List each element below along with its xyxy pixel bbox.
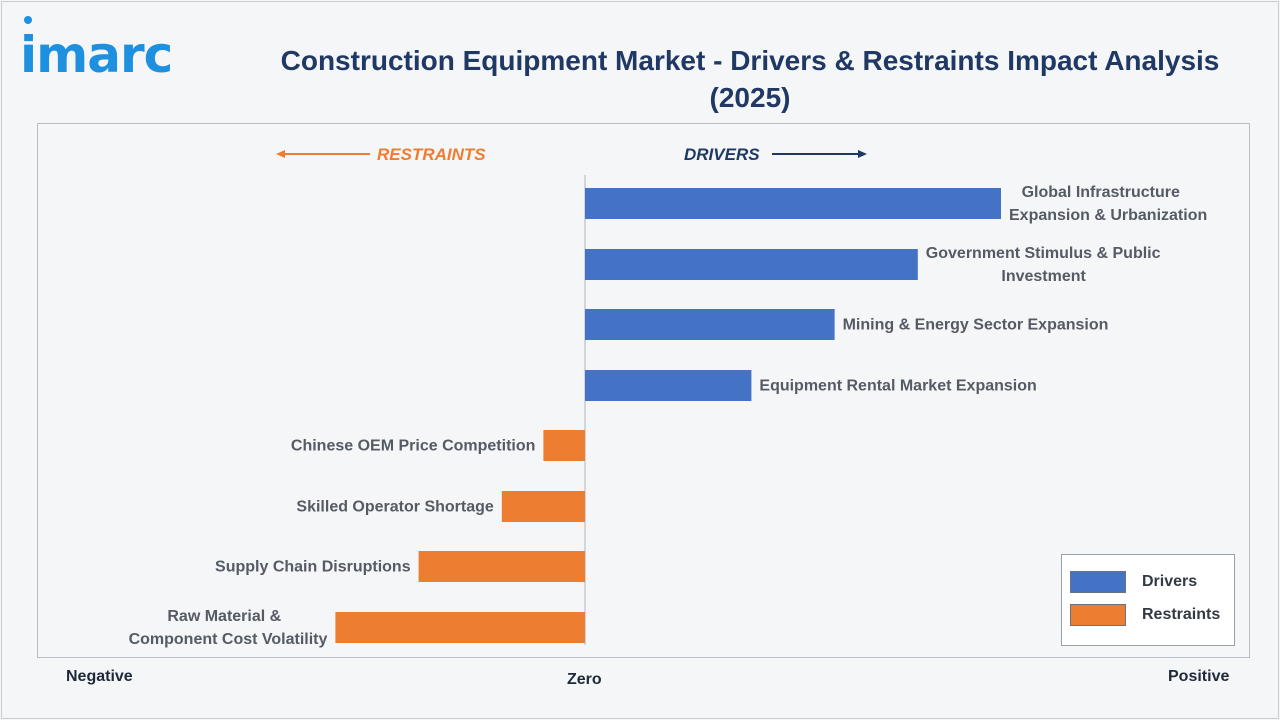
driver-bar-4	[585, 370, 752, 401]
drivers-direction-label: DRIVERS	[684, 145, 760, 164]
driver-label-3: Mining & Energy Sector Expansion	[843, 317, 1109, 334]
driver-label-1: Global Infrastructure Expansion & Urbaniz…	[1009, 184, 1207, 224]
legend-swatch-restraints	[1070, 604, 1126, 626]
restraint-label-3: Supply Chain Disruptions	[215, 559, 411, 576]
restraint-bar-3	[418, 551, 585, 582]
driver-label-4: Equipment Rental Market Expansion	[759, 378, 1036, 395]
driver-label-2: Government Stimulus & Public Investment	[926, 245, 1161, 285]
negative-axis-label: Negative	[66, 668, 133, 685]
legend-item-restraints: Restraints	[1070, 603, 1220, 627]
legend-item-drivers: Drivers	[1070, 570, 1197, 594]
driver-bar-3	[585, 309, 835, 340]
restraint-label-4: Raw Material & Component Cost Volatility	[129, 608, 328, 648]
legend-swatch-drivers	[1070, 571, 1126, 593]
restraint-label-1: Chinese OEM Price Competition	[291, 438, 535, 455]
restraint-bar-1	[543, 430, 585, 461]
legend-label-restraints: Restraints	[1142, 606, 1221, 623]
restraints-direction-label: RESTRAINTS	[377, 145, 486, 164]
restraint-bar-2	[501, 491, 585, 522]
restraints-arrow-head	[276, 150, 285, 158]
zero-axis-label: Zero	[567, 671, 602, 688]
legend: Drivers Restraints	[1061, 554, 1235, 646]
legend-label-drivers: Drivers	[1142, 573, 1198, 590]
restraint-label-2: Skilled Operator Shortage	[296, 499, 493, 516]
driver-bar-1	[585, 188, 1001, 219]
positive-axis-label: Positive	[1168, 668, 1230, 685]
imarc-logo: imarc	[20, 26, 173, 84]
chart-title: Construction Equipment Market - Drivers …	[280, 45, 1220, 113]
driver-bar-2	[585, 249, 918, 280]
drivers-arrow-head	[858, 150, 867, 158]
logo-dot	[24, 16, 32, 24]
restraint-bar-4	[335, 612, 585, 643]
